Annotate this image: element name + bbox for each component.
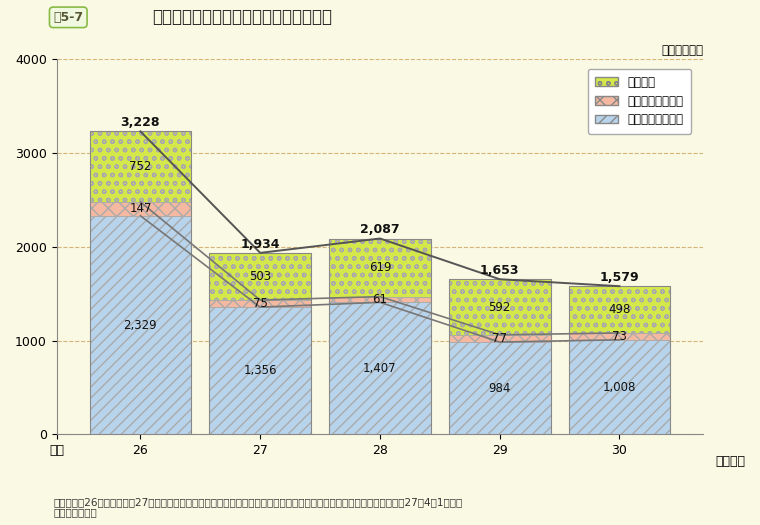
Text: 3,228: 3,228 [121, 116, 160, 129]
Bar [568, 286, 670, 435]
Text: 147: 147 [129, 202, 152, 215]
Text: 503: 503 [249, 270, 271, 283]
Text: 1,934: 1,934 [240, 237, 280, 250]
Bar [209, 307, 311, 435]
Bar [449, 279, 551, 335]
Text: 984: 984 [489, 382, 511, 395]
Text: 公務災害及び通勤災害の認定件数の推移: 公務災害及び通勤災害の認定件数の推移 [152, 8, 332, 26]
Bar [90, 131, 192, 202]
Bar [90, 131, 192, 435]
Text: 498: 498 [608, 303, 631, 316]
Bar [329, 302, 431, 435]
Text: （単位：件）: （単位：件） [661, 44, 703, 57]
Bar [209, 300, 311, 307]
Text: （年度）: （年度） [715, 455, 745, 468]
Bar [209, 253, 311, 435]
Text: 1,653: 1,653 [480, 264, 520, 277]
Bar [329, 297, 431, 302]
Text: 2,087: 2,087 [360, 223, 400, 236]
Bar [568, 286, 670, 333]
Text: 75: 75 [253, 297, 268, 310]
Text: 1,356: 1,356 [243, 364, 277, 377]
Bar [90, 216, 192, 435]
Bar [568, 333, 670, 340]
Bar [449, 279, 551, 435]
Bar [209, 253, 311, 300]
Bar [568, 340, 670, 435]
Bar [449, 342, 551, 435]
Text: （注）平成26年度から平成27年度にかけての認定件数の減少は、独立行政法人国立病院機構の中期目標管理法人化（平成27年4月1日）に: （注）平成26年度から平成27年度にかけての認定件数の減少は、独立行政法人国立病… [53, 497, 462, 507]
Text: 61: 61 [372, 293, 388, 306]
Bar [329, 238, 431, 435]
Text: 77: 77 [492, 332, 507, 345]
Text: 1,579: 1,579 [600, 271, 639, 284]
Text: 619: 619 [369, 261, 391, 274]
Text: よるもの。: よるもの。 [53, 508, 97, 518]
Bar [329, 238, 431, 297]
Text: 1,407: 1,407 [363, 362, 397, 375]
Bar [90, 202, 192, 216]
Text: 752: 752 [129, 160, 152, 173]
Text: 2,329: 2,329 [124, 319, 157, 332]
Text: 73: 73 [612, 330, 627, 343]
Bar [449, 335, 551, 342]
Text: 図5-7: 図5-7 [53, 11, 84, 24]
Legend: 通勤災害, 公務災害（疾病）, 公務災害（負傷）: 通勤災害, 公務災害（疾病）, 公務災害（負傷） [587, 69, 691, 133]
Text: 592: 592 [489, 300, 511, 313]
Text: 1,008: 1,008 [603, 381, 636, 394]
